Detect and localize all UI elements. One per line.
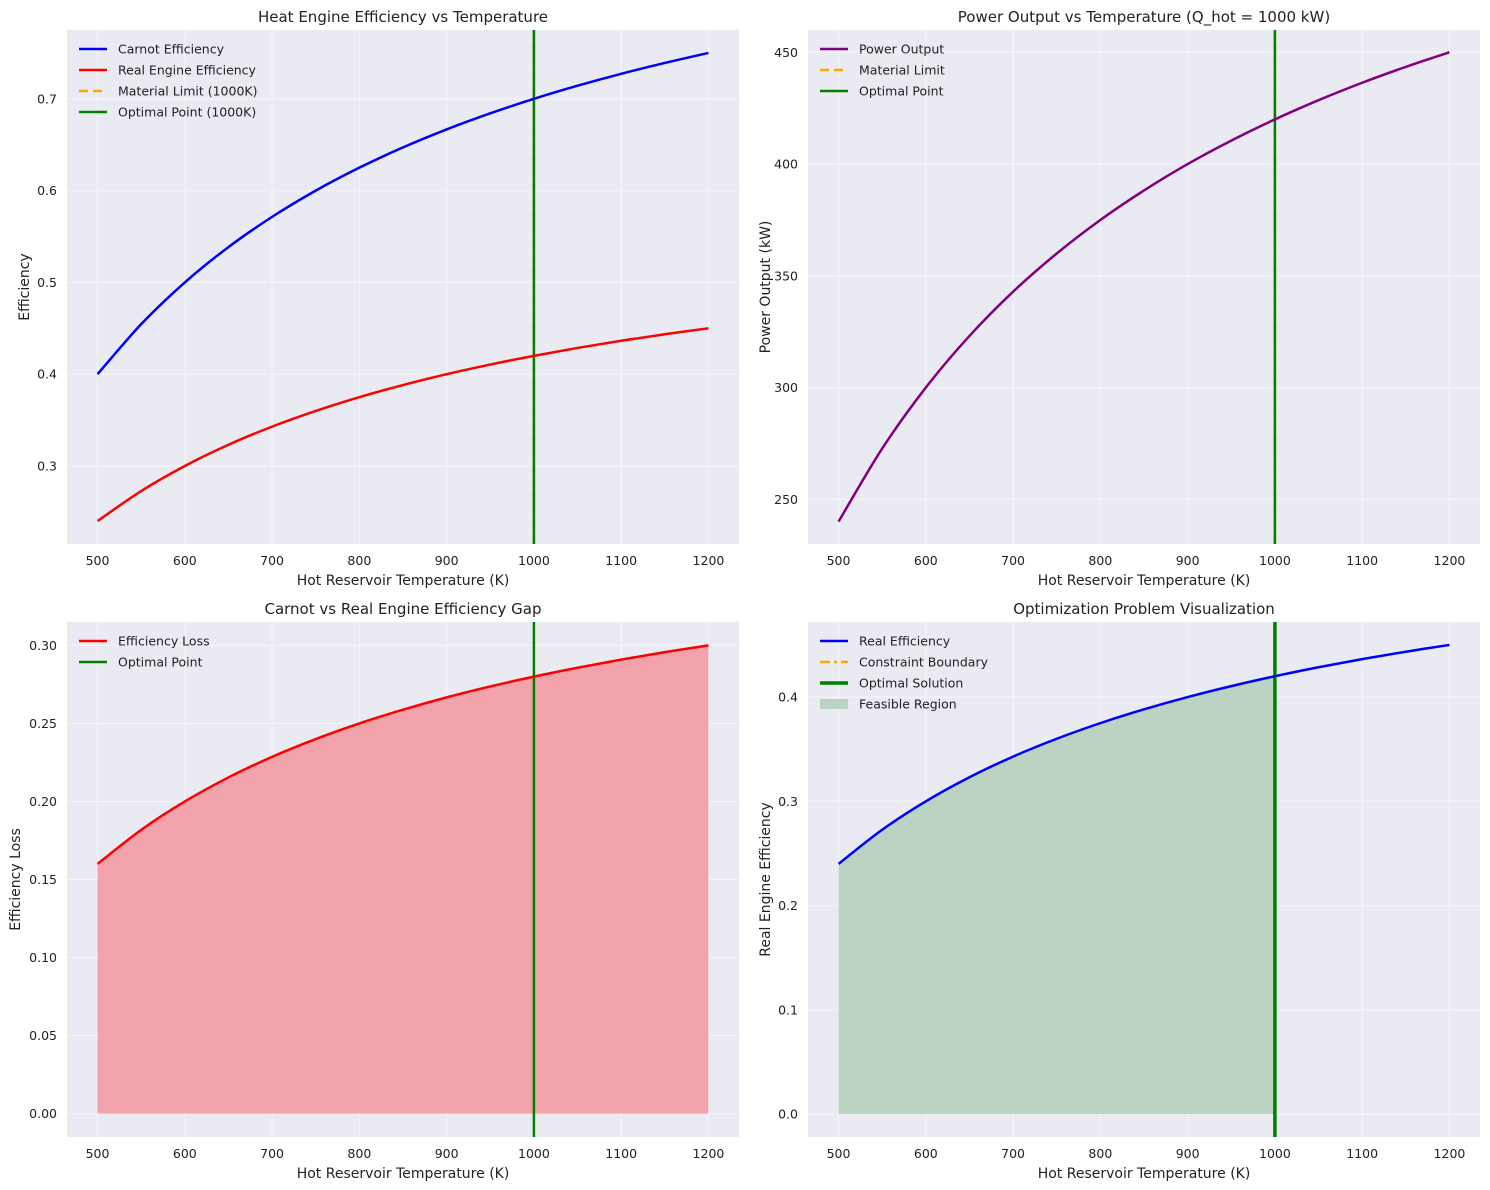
legend-label: Feasible Region [859, 697, 957, 712]
legend-swatch [820, 699, 848, 709]
legend-label: Material Limit [859, 63, 945, 78]
x-tick-label: 1100 [605, 1146, 637, 1161]
y-tick-label: 0.7 [37, 91, 57, 106]
legend-label: Optimal Point [859, 84, 944, 99]
x-tick-label: 900 [1176, 553, 1200, 568]
legend-label: Optimal Point (1000K) [118, 105, 256, 120]
y-tick-label: 0.5 [37, 275, 57, 290]
x-tick-label: 600 [914, 553, 938, 568]
y-tick-label: 300 [774, 380, 798, 395]
y-tick-label: 0.0 [778, 1107, 798, 1122]
y-tick-label: 0.4 [778, 690, 798, 705]
legend-label: Real Engine Efficiency [118, 63, 257, 78]
x-tick-label: 1000 [518, 553, 550, 568]
x-tick-label: 700 [1001, 553, 1025, 568]
x-tick-label: 700 [260, 553, 284, 568]
chart-title: Heat Engine Efficiency vs Temperature [258, 8, 548, 26]
y-tick-label: 0.10 [29, 950, 57, 965]
x-tick-label: 800 [347, 553, 371, 568]
legend: Power Output Material Limit Optimal Point [820, 42, 945, 99]
x-tick-label: 700 [1001, 1146, 1025, 1161]
series-line-1 [837, 51, 1450, 523]
y-tick-label: 0.3 [778, 794, 798, 809]
y-axis-label: Efficiency Loss [8, 828, 24, 931]
x-axis-label: Hot Reservoir Temperature (K) [297, 573, 510, 589]
x-tick-label: 1100 [1346, 553, 1378, 568]
x-tick-label: 800 [1088, 1146, 1112, 1161]
x-tick-label: 500 [86, 1146, 110, 1161]
area-fill-1 [97, 645, 709, 1114]
chart-title: Carnot vs Real Engine Efficiency Gap [264, 600, 541, 618]
y-tick-label: 0.4 [37, 367, 57, 382]
x-tick-label: 1200 [1434, 553, 1466, 568]
y-tick-label: 0.25 [29, 716, 57, 731]
legend-label: Optimal Solution [859, 676, 963, 691]
chart-panel-2: 500 600 700 800 900 1000 1100 1200 250 300 350 400 4… [758, 8, 1480, 589]
chart-panel-3: 500 600 700 800 900 1000 1100 1200 0.00 0.05 0.10 0… [8, 600, 739, 1182]
series-line-1 [96, 51, 709, 376]
series-line-1 [96, 644, 709, 865]
legend-label: Efficiency Loss [118, 634, 210, 649]
series-line-1 [837, 643, 1450, 865]
chart-panel-1: 500 600 700 800 900 1000 1100 1200 0.3 0.4 0.5 0.6 0… [17, 8, 739, 589]
legend-label: Optimal Point [118, 655, 203, 670]
y-axis-label: Real Engine Efficiency [758, 802, 774, 957]
x-tick-label: 600 [173, 553, 197, 568]
legend: Real Efficiency Constraint Boundary Optima… [820, 634, 989, 712]
y-tick-label: 250 [774, 492, 798, 507]
x-axis-label: Hot Reservoir Temperature (K) [1038, 1166, 1251, 1182]
x-tick-label: 1200 [693, 553, 725, 568]
legend-label: Carnot Efficiency [118, 42, 225, 57]
y-axis-label: Power Output (kW) [758, 221, 774, 354]
x-tick-label: 500 [827, 1146, 851, 1161]
chart-panel-4: 500 600 700 800 900 1000 1100 1200 0.0 0.1 0.2 0.3 0… [758, 600, 1480, 1182]
x-tick-label: 600 [914, 1146, 938, 1161]
y-tick-label: 0.30 [29, 638, 57, 653]
x-tick-label: 1200 [693, 1146, 725, 1161]
x-tick-label: 1000 [518, 1146, 550, 1161]
plot-area [808, 30, 1480, 544]
x-tick-label: 1000 [1259, 1146, 1291, 1161]
area-fill-1 [838, 676, 1275, 1115]
legend-label: Constraint Boundary [859, 655, 989, 670]
y-axis-label: Efficiency [17, 253, 33, 320]
y-tick-label: 400 [774, 157, 798, 172]
x-tick-label: 900 [435, 1146, 459, 1161]
y-tick-label: 0.1 [778, 1002, 798, 1017]
x-tick-label: 1100 [1346, 1146, 1378, 1161]
x-tick-label: 800 [1088, 553, 1112, 568]
y-tick-label: 0.00 [29, 1106, 57, 1121]
x-tick-label: 900 [1176, 1146, 1200, 1161]
legend-label: Material Limit (1000K) [118, 84, 257, 99]
x-tick-label: 700 [260, 1146, 284, 1161]
chart-title: Power Output vs Temperature (Q_hot = 100… [958, 8, 1330, 27]
legend-label: Power Output [859, 42, 944, 57]
y-tick-label: 0.05 [29, 1028, 57, 1043]
x-tick-label: 800 [347, 1146, 371, 1161]
x-tick-label: 1000 [1259, 553, 1291, 568]
y-tick-label: 0.3 [37, 458, 57, 473]
y-tick-label: 0.2 [778, 898, 798, 913]
y-tick-label: 0.20 [29, 794, 57, 809]
y-tick-label: 0.6 [37, 183, 57, 198]
x-tick-label: 900 [435, 553, 459, 568]
legend-label: Real Efficiency [859, 634, 951, 649]
y-tick-label: 450 [774, 45, 798, 60]
y-tick-label: 0.15 [29, 872, 57, 887]
x-axis-label: Hot Reservoir Temperature (K) [1038, 573, 1251, 589]
x-tick-label: 1200 [1434, 1146, 1466, 1161]
x-tick-label: 500 [86, 553, 110, 568]
y-tick-label: 350 [774, 268, 798, 283]
x-tick-label: 600 [173, 1146, 197, 1161]
x-axis-label: Hot Reservoir Temperature (K) [297, 1166, 510, 1182]
x-tick-label: 500 [827, 553, 851, 568]
legend: Efficiency Loss Optimal Point [79, 634, 210, 670]
x-tick-label: 1100 [605, 553, 637, 568]
series-line-2 [96, 327, 709, 523]
legend: Carnot Efficiency Real Engine Efficiency M… [79, 42, 257, 120]
chart-title: Optimization Problem Visualization [1013, 600, 1275, 618]
